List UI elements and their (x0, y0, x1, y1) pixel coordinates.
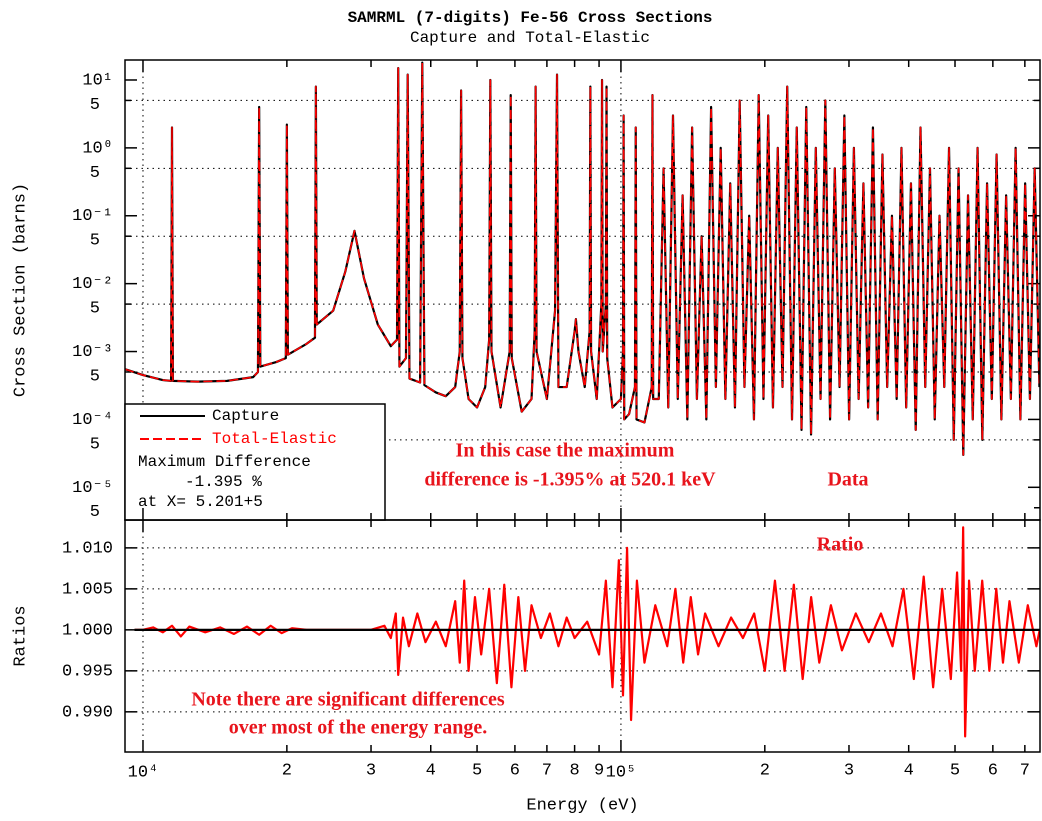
chart-subtitle: Capture and Total-Elastic (410, 29, 650, 47)
x-tick-label: 2 (282, 761, 292, 780)
annotation: difference is -1.395% at 520.1 keV (424, 469, 716, 491)
legend-label: Total-Elastic (212, 430, 337, 448)
y-tick-label: 5 (90, 503, 100, 522)
y-tick-label: 10⁰ (82, 139, 113, 158)
x-tick-label: 3 (366, 761, 376, 780)
annotation: over most of the energy range. (229, 717, 487, 739)
x-tick-label: 5 (472, 761, 482, 780)
plot-frame (124, 519, 1041, 753)
x-tick-label: 10⁵ (606, 763, 637, 782)
y-tick-label: 1.005 (62, 580, 113, 599)
y-tick-label: 10¹ (82, 71, 113, 90)
annotation: Ratio (817, 534, 864, 556)
y-tick-label: 10⁻³ (72, 343, 113, 362)
series-line (125, 61, 1040, 456)
y-tick-label: 5 (90, 232, 100, 251)
x-tick-label: 4 (904, 761, 914, 780)
series-line (134, 526, 1040, 738)
y-axis-label: Cross Section (barns) (11, 183, 30, 397)
legend-note: at X= 5.201+5 (138, 493, 263, 511)
x-tick-label: 6 (988, 761, 998, 780)
y-tick-label: 5 (90, 435, 100, 454)
y-tick-label: 5 (90, 96, 100, 115)
x-tick-label: 3 (844, 761, 854, 780)
y-tick-label: 0.995 (62, 662, 113, 681)
x-axis-label: Energy (eV) (526, 796, 638, 815)
x-tick-label: 5 (950, 761, 960, 780)
y-tick-label: 10⁻² (72, 275, 113, 294)
x-tick-label: 8 (570, 761, 580, 780)
x-tick-label: 10⁴ (128, 763, 159, 782)
y-tick-label: 0.990 (62, 703, 113, 722)
annotation: Data (827, 469, 868, 491)
x-tick-label: 2 (760, 761, 770, 780)
x-tick-label: 7 (542, 761, 552, 780)
legend-box (124, 403, 386, 521)
y-tick-label: 1.000 (62, 621, 113, 640)
x-tick-label: 4 (426, 761, 436, 780)
chart-title: SAMRML (7-digits) Fe-56 Cross Sections (348, 9, 713, 27)
annotation: In this case the maximum (456, 440, 675, 462)
annotation: Note there are significant differences (191, 689, 504, 711)
y-tick-label: 10⁻⁵ (72, 479, 113, 498)
y-axis-label: Ratios (11, 605, 30, 666)
legend-note: Maximum Difference (138, 453, 311, 471)
x-tick-label: 6 (510, 761, 520, 780)
x-tick-label: 9 (594, 761, 604, 780)
y-tick-label: 5 (90, 164, 100, 183)
y-tick-label: 5 (90, 367, 100, 386)
legend-note: -1.395 % (185, 473, 262, 491)
y-tick-label: 10⁻⁴ (72, 411, 113, 430)
y-tick-label: 5 (90, 300, 100, 319)
y-tick-label: 1.010 (62, 539, 113, 558)
x-tick-label: 7 (1020, 761, 1030, 780)
y-tick-label: 10⁻¹ (72, 207, 113, 226)
legend-label: Capture (212, 407, 279, 425)
